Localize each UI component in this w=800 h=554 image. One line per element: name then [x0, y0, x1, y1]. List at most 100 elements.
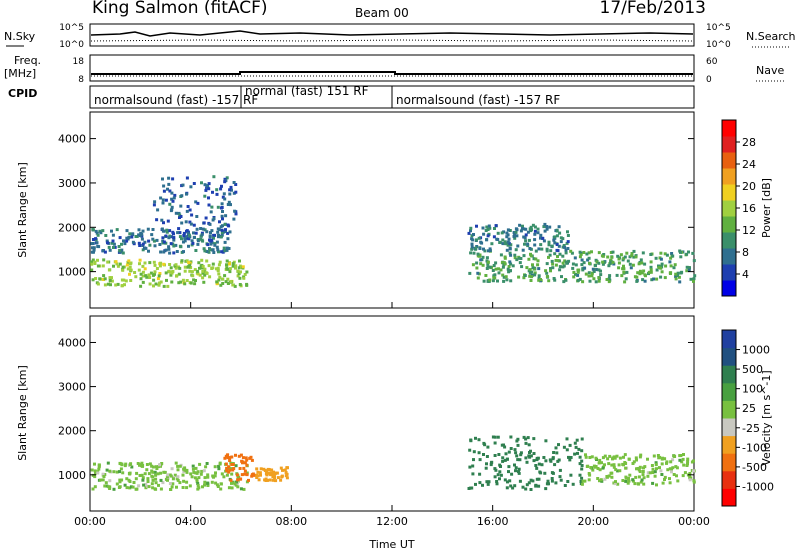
data-cell — [636, 467, 640, 470]
data-cell — [529, 279, 533, 282]
data-cell — [491, 269, 495, 272]
data-cell — [672, 266, 676, 270]
data-cell — [509, 279, 513, 283]
data-cell — [564, 251, 568, 255]
data-cell — [178, 266, 182, 270]
data-cell — [522, 254, 526, 258]
data-cell — [484, 229, 488, 232]
data-cell — [183, 239, 187, 243]
data-cell — [524, 233, 528, 237]
data-cell — [571, 482, 575, 486]
data-cell — [118, 470, 121, 474]
data-cell — [193, 476, 197, 480]
data-cell — [566, 247, 570, 250]
data-cell — [241, 265, 245, 269]
data-cell — [127, 259, 131, 263]
data-cell — [138, 463, 141, 467]
data-cell — [534, 249, 538, 253]
data-cell — [168, 482, 172, 485]
data-cell — [578, 473, 582, 477]
data-cell — [544, 487, 548, 491]
data-cell — [223, 180, 227, 184]
data-cell — [215, 188, 219, 192]
data-cell — [471, 263, 475, 267]
data-cell — [566, 480, 570, 483]
data-cell — [118, 478, 122, 482]
data-cell — [179, 245, 183, 249]
data-cell — [242, 276, 246, 280]
data-cell — [205, 250, 209, 253]
colorbar-tick-label: -500 — [742, 461, 767, 474]
data-cell — [201, 276, 205, 280]
data-cell — [108, 276, 112, 280]
data-cell — [660, 262, 664, 266]
colorbar-tick-label: 20 — [742, 180, 756, 193]
data-cell — [229, 203, 232, 207]
data-cell — [513, 236, 517, 240]
data-cell — [221, 217, 224, 221]
data-cell — [152, 203, 156, 207]
data-cell — [495, 482, 499, 486]
data-cell — [169, 488, 173, 491]
data-cell — [533, 238, 537, 242]
data-cell — [153, 263, 157, 267]
data-cell — [109, 283, 112, 287]
data-cell — [488, 265, 492, 269]
data-cell — [162, 250, 166, 254]
data-cell — [472, 450, 476, 454]
data-cell — [518, 479, 522, 483]
data-cell — [115, 470, 119, 474]
data-cell — [545, 227, 549, 231]
data-cell — [127, 235, 131, 239]
data-cell — [472, 458, 475, 462]
data-cell — [182, 479, 186, 483]
data-cell — [176, 231, 180, 235]
data-cell — [693, 274, 697, 278]
data-cell — [159, 478, 163, 482]
data-cell — [220, 250, 224, 254]
data-cell — [502, 275, 506, 279]
data-cell — [90, 262, 94, 266]
data-cell — [239, 270, 242, 274]
data-cell — [271, 478, 275, 482]
data-cell — [233, 284, 237, 288]
data-cell — [536, 227, 540, 231]
data-cell — [182, 240, 185, 244]
data-cell — [226, 453, 230, 457]
data-cell — [485, 238, 489, 242]
data-cell — [228, 230, 232, 234]
data-cell — [522, 435, 526, 439]
data-cell — [186, 265, 190, 269]
data-cell — [533, 273, 537, 277]
colorbar-swatch — [722, 280, 736, 297]
data-cell — [228, 262, 231, 266]
data-cell — [641, 470, 645, 473]
data-cell — [267, 471, 271, 475]
data-cell — [168, 270, 172, 274]
data-cell — [627, 479, 631, 483]
data-cell — [493, 475, 497, 479]
data-cell — [646, 474, 650, 478]
data-cell — [692, 259, 696, 263]
data-cell — [534, 257, 538, 261]
ytick-label: 3000 — [58, 177, 86, 190]
data-cell — [108, 279, 112, 282]
data-cell — [471, 472, 475, 476]
data-cell — [567, 455, 570, 459]
noise-tick-top-left: 10^5 — [59, 23, 84, 33]
data-cell — [638, 455, 642, 459]
data-cell — [679, 271, 683, 275]
data-cell — [485, 256, 489, 260]
data-cell — [221, 195, 225, 199]
data-cell — [510, 472, 514, 476]
power-ylabel: Slant Range [km] — [16, 162, 29, 258]
data-cell — [113, 245, 117, 249]
data-cell — [96, 233, 100, 237]
data-cell — [590, 250, 593, 254]
data-cell — [616, 482, 620, 486]
data-cell — [545, 262, 549, 266]
data-cell — [595, 260, 599, 264]
data-cell — [574, 445, 578, 449]
data-cell — [250, 458, 254, 462]
data-cell — [520, 265, 524, 269]
